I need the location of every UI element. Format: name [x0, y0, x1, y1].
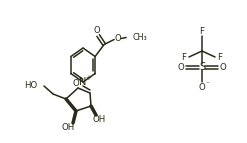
Text: O: O: [220, 62, 226, 72]
Text: OH: OH: [61, 124, 75, 133]
Text: HO: HO: [24, 81, 37, 90]
Text: CH₃: CH₃: [132, 33, 147, 42]
Text: O: O: [94, 26, 101, 35]
Text: ⁻: ⁻: [205, 80, 209, 89]
Text: O: O: [115, 34, 122, 43]
Text: OH: OH: [92, 116, 106, 125]
Text: N: N: [79, 77, 87, 87]
Text: F: F: [182, 52, 186, 61]
Text: O: O: [73, 80, 79, 89]
Text: O: O: [199, 83, 205, 92]
Text: +: +: [85, 75, 91, 81]
Text: O: O: [178, 62, 184, 72]
Text: F: F: [200, 26, 205, 35]
Text: S: S: [199, 62, 205, 72]
Text: F: F: [218, 52, 223, 61]
